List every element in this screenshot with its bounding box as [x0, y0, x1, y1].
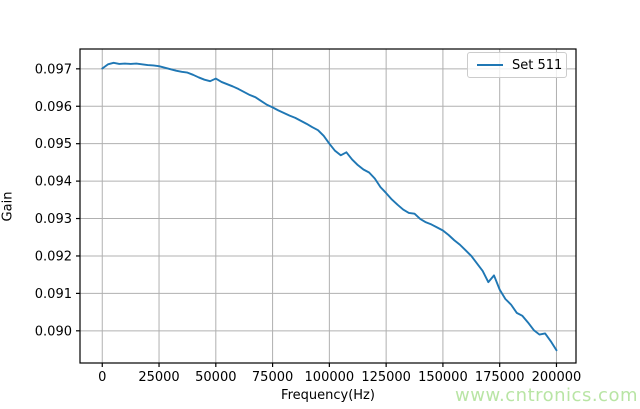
legend-line-swatch — [477, 64, 503, 66]
x-tick-label: 200000 — [532, 370, 582, 385]
x-tick-label: 175000 — [475, 370, 525, 385]
y-tick-label: 0.095 — [35, 137, 72, 152]
x-tick-label: 25000 — [138, 370, 179, 385]
x-tick-label: 100000 — [305, 370, 355, 385]
axes-spines — [79, 48, 577, 364]
y-tick-label: 0.092 — [35, 249, 72, 264]
plot-border — [79, 48, 577, 364]
y-tick-label: 0.097 — [35, 62, 72, 77]
legend: Set 511 — [467, 52, 567, 78]
x-tick-label: 75000 — [252, 370, 293, 385]
tick-labels: 0 25000 50000 75000 100000 125000 150000 175000… — [35, 62, 582, 385]
x-tick-label: 0 — [98, 370, 106, 385]
legend-series-label: Set 511 — [512, 57, 563, 73]
x-tick-label: 50000 — [195, 370, 236, 385]
series-line-set-511 — [101, 61, 558, 352]
watermark-text: www.cntronics.com — [455, 385, 638, 406]
x-tick-label: 150000 — [418, 370, 468, 385]
y-tick-label: 0.093 — [35, 212, 72, 227]
y-tick-label: 0.094 — [35, 175, 72, 190]
y-tick-label: 0.096 — [35, 100, 72, 115]
tick-marks — [76, 68, 558, 367]
data-series — [101, 61, 558, 352]
y-tick-label: 0.091 — [35, 287, 72, 302]
x-axis-label: Frequency(Hz) — [281, 388, 375, 403]
x-tick-label: 125000 — [361, 370, 411, 385]
y-tick-label: 0.090 — [35, 324, 72, 339]
y-axis-label: Gain — [0, 191, 16, 222]
grid-lines — [80, 49, 576, 363]
